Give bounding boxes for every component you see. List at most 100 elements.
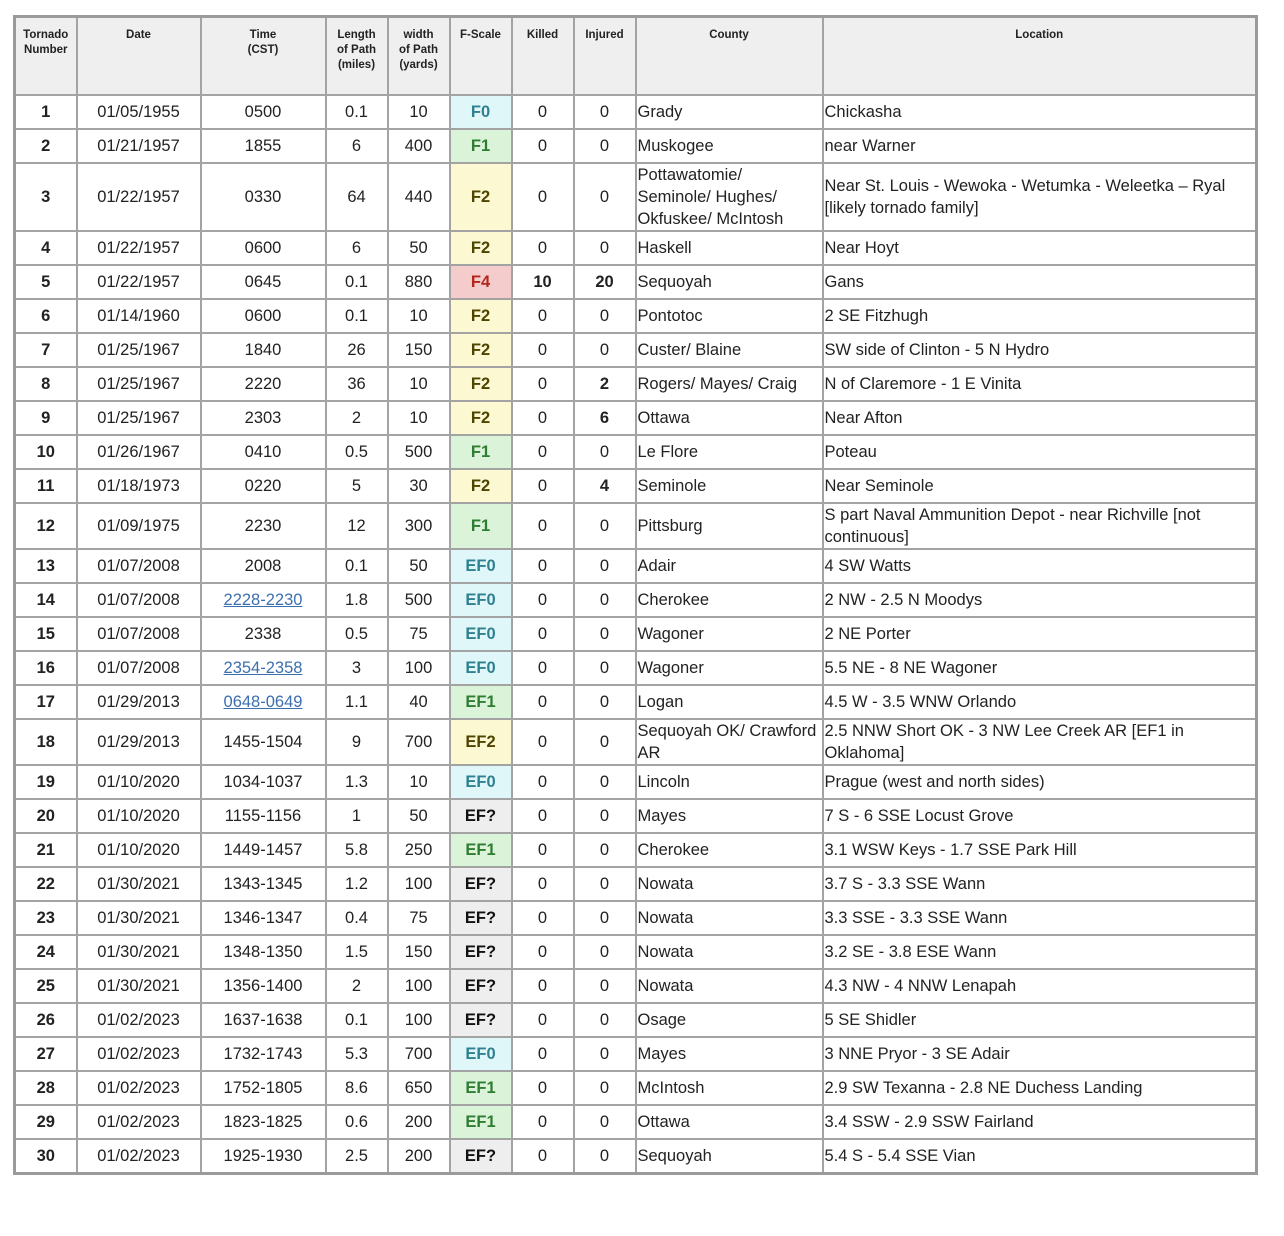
- cell-time: 1034-1037: [199, 764, 327, 800]
- cell-length: 3: [324, 650, 389, 686]
- cell-county: Haskell: [634, 230, 824, 266]
- cell-length: 26: [324, 332, 389, 368]
- cell-location: 5.5 NE - 8 NE Wagoner: [821, 650, 1258, 686]
- cell-killed: 0: [510, 548, 575, 584]
- header-number: Tornado Number: [13, 15, 78, 96]
- cell-location: 3.1 WSW Keys - 1.7 SSE Park Hill: [821, 832, 1258, 868]
- cell-date: 01/10/2020: [75, 798, 202, 834]
- cell-time: 2228-2230: [199, 582, 327, 618]
- cell-injured: 4: [572, 468, 637, 504]
- cell-killed: 0: [510, 798, 575, 834]
- cell-injured: 0: [572, 616, 637, 652]
- cell-injured: 0: [572, 1138, 637, 1175]
- cell-scale: EF0: [448, 616, 513, 652]
- cell-killed: 0: [510, 684, 575, 720]
- header-injured: Injured: [572, 15, 637, 96]
- cell-killed: 0: [510, 298, 575, 334]
- cell-width: 100: [386, 1002, 451, 1038]
- cell-number: 16: [13, 650, 78, 686]
- table-row: 11 01/18/1973 0220 5 30 F2 0 4 Seminole Near Semi…: [13, 468, 1258, 504]
- cell-killed: 0: [510, 128, 575, 164]
- cell-killed: 0: [510, 1104, 575, 1140]
- cell-date: 01/21/1957: [75, 128, 202, 164]
- time-link[interactable]: 2354-2358: [223, 659, 303, 677]
- cell-width: 100: [386, 968, 451, 1004]
- header-scale: F-Scale: [448, 15, 513, 96]
- cell-injured: 0: [572, 1036, 637, 1072]
- table-row: 10 01/26/1967 0410 0.5 500 F1 0 0 Le Flore Poteau: [13, 434, 1258, 470]
- cell-width: 150: [386, 934, 451, 970]
- cell-injured: 0: [572, 684, 637, 720]
- cell-width: 10: [386, 764, 451, 800]
- cell-date: 01/18/1973: [75, 468, 202, 504]
- cell-length: 8.6: [324, 1070, 389, 1106]
- cell-scale: EF?: [448, 798, 513, 834]
- cell-width: 50: [386, 798, 451, 834]
- cell-injured: 0: [572, 650, 637, 686]
- cell-length: 0.6: [324, 1104, 389, 1140]
- cell-killed: 0: [510, 468, 575, 504]
- cell-location: Near Hoyt: [821, 230, 1258, 266]
- cell-number: 10: [13, 434, 78, 470]
- cell-time: 0648-0649: [199, 684, 327, 720]
- cell-width: 250: [386, 832, 451, 868]
- cell-time: 1356-1400: [199, 968, 327, 1004]
- cell-county: Custer/ Blaine: [634, 332, 824, 368]
- cell-number: 17: [13, 684, 78, 720]
- cell-number: 26: [13, 1002, 78, 1038]
- cell-location: 4 SW Watts: [821, 548, 1258, 584]
- cell-killed: 0: [510, 866, 575, 902]
- cell-date: 01/02/2023: [75, 1036, 202, 1072]
- cell-location: Gans: [821, 264, 1258, 300]
- cell-width: 30: [386, 468, 451, 504]
- cell-injured: 0: [572, 1104, 637, 1140]
- header-location: Location: [821, 15, 1258, 96]
- cell-time: 1855: [199, 128, 327, 164]
- cell-county: Sequoyah: [634, 1138, 824, 1175]
- cell-time: 1637-1638: [199, 1002, 327, 1038]
- cell-location: Near Seminole: [821, 468, 1258, 504]
- table-row: 4 01/22/1957 0600 6 50 F2 0 0 Haskell Near Hoyt: [13, 230, 1258, 266]
- cell-time: 0645: [199, 264, 327, 300]
- cell-time: 1348-1350: [199, 934, 327, 970]
- header-text: Time: [249, 29, 277, 41]
- table-row: 2 01/21/1957 1855 6 400 F1 0 0 Muskogee near Warn…: [13, 128, 1258, 164]
- cell-number: 5: [13, 264, 78, 300]
- cell-location: 3.2 SE - 3.8 ESE Wann: [821, 934, 1258, 970]
- cell-scale: EF?: [448, 934, 513, 970]
- table-row: 17 01/29/2013 0648-0649 1.1 40 EF1 0 0 Logan 4.5 …: [13, 684, 1258, 720]
- cell-length: 1.1: [324, 684, 389, 720]
- cell-county: Adair: [634, 548, 824, 584]
- cell-date: 01/26/1967: [75, 434, 202, 470]
- cell-killed: 0: [510, 650, 575, 686]
- cell-location: 3 NNE Pryor - 3 SE Adair: [821, 1036, 1258, 1072]
- cell-date: 01/22/1957: [75, 264, 202, 300]
- header-width: width of Path (yards): [386, 15, 451, 96]
- cell-county: Le Flore: [634, 434, 824, 470]
- cell-date: 01/30/2021: [75, 866, 202, 902]
- time-link[interactable]: 2228-2230: [223, 591, 303, 609]
- cell-location: 2.9 SW Texanna - 2.8 NE Duchess Landing: [821, 1070, 1258, 1106]
- cell-location: 2.5 NNW Short OK - 3 NW Lee Creek AR [EF…: [821, 718, 1258, 766]
- cell-killed: 0: [510, 718, 575, 766]
- cell-number: 19: [13, 764, 78, 800]
- time-link[interactable]: 0648-0649: [223, 693, 303, 711]
- cell-county: Nowata: [634, 968, 824, 1004]
- cell-number: 22: [13, 866, 78, 902]
- cell-length: 0.1: [324, 94, 389, 130]
- cell-injured: 0: [572, 764, 637, 800]
- cell-date: 01/07/2008: [75, 616, 202, 652]
- header-time: Time (CST): [199, 15, 327, 96]
- cell-length: 2.5: [324, 1138, 389, 1175]
- cell-county: Sequoyah OK/ Crawford AR: [634, 718, 824, 766]
- cell-injured: 0: [572, 502, 637, 550]
- cell-county: Nowata: [634, 934, 824, 970]
- cell-location: Chickasha: [821, 94, 1258, 130]
- cell-killed: 0: [510, 582, 575, 618]
- cell-number: 18: [13, 718, 78, 766]
- cell-location: 4.5 W - 3.5 WNW Orlando: [821, 684, 1258, 720]
- cell-length: 0.5: [324, 434, 389, 470]
- cell-injured: 0: [572, 866, 637, 902]
- cell-location: 7 S - 6 SSE Locust Grove: [821, 798, 1258, 834]
- cell-scale: F2: [448, 162, 513, 232]
